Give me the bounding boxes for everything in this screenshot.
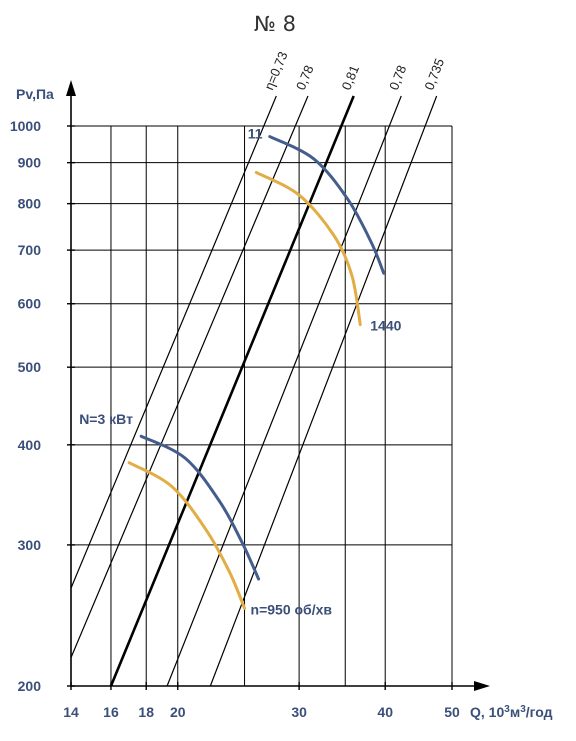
x-tick-label-14: 14 [63, 704, 79, 720]
efficiency-line-2 [109, 95, 355, 687]
series-curve-1 [127, 461, 247, 610]
x-tick-label-16: 16 [103, 704, 119, 720]
efficiency-line-1 [70, 95, 309, 658]
y-tick-labels: 200 300 400 500 600 700 800 900 1000 [10, 118, 41, 694]
x-tick-label-30: 30 [291, 704, 307, 720]
efficiency-label-3: 0,78 [386, 63, 409, 92]
y-tick-label-500: 500 [18, 359, 42, 375]
x-tick-labels: 14 16 18 20 30 40 50 [63, 704, 460, 720]
efficiency-line-3 [166, 95, 402, 687]
y-tick-label-900: 900 [18, 155, 42, 171]
y-tick-label-400: 400 [18, 437, 42, 453]
y-axis-arrow [66, 80, 76, 96]
efficiency-label-1: 0,78 [293, 63, 317, 92]
series-curve-3 [254, 170, 362, 327]
y-tick-label-800: 800 [18, 196, 42, 212]
efficiency-lines: η=0,73 0,78 0,81 0,78 0,735 [70, 49, 447, 687]
x-tick-label-20: 20 [170, 704, 186, 720]
y-axis-label: Pv,Па [16, 86, 54, 102]
y-tick-label-200: 200 [18, 678, 42, 694]
annotation-1440: 1440 [370, 318, 401, 334]
y-tick-label-300: 300 [18, 537, 42, 553]
y-tick-label-700: 700 [18, 242, 42, 258]
efficiency-label-2: 0,81 [339, 63, 363, 92]
grid [71, 125, 453, 686]
series-curves [127, 135, 386, 610]
x-tick-label-40: 40 [377, 704, 393, 720]
x-tick-label-18: 18 [138, 704, 154, 720]
y-tick-label-600: 600 [18, 296, 42, 312]
series-curve-0 [139, 434, 261, 581]
x-axis-label: Q, 103м3/год [470, 704, 553, 721]
annotation-11: 11 [248, 126, 263, 142]
efficiency-label-0: η=0,73 [261, 49, 290, 92]
annotations: N=3 кВт n=950 об/хв 11 1440 [79, 126, 401, 618]
y-tick-label-1000: 1000 [10, 118, 41, 134]
efficiency-line-4 [209, 95, 438, 687]
chart-title: № 8 [254, 12, 296, 36]
annotation-n-950-об-хв: n=950 об/хв [251, 601, 333, 617]
x-tick-label-50: 50 [444, 704, 460, 720]
efficiency-label-4: 0,735 [421, 56, 447, 92]
series-curve-2 [268, 135, 386, 275]
annotation-n-3-квт: N=3 кВт [79, 411, 133, 427]
x-axis-arrow [474, 681, 490, 691]
efficiency-line-0 [70, 95, 277, 589]
axes [66, 80, 490, 691]
